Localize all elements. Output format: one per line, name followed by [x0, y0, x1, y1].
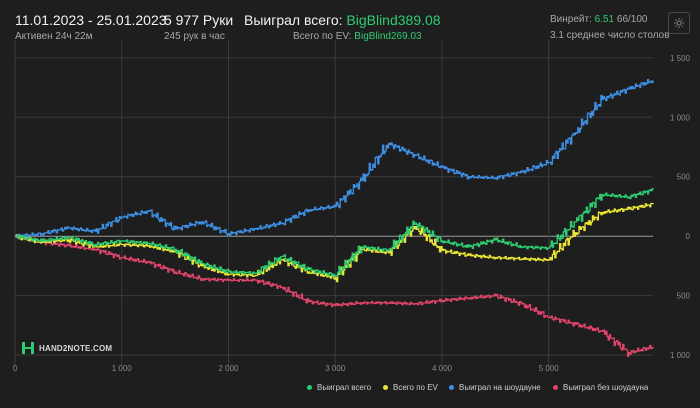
- ev-label: Всего по EV:: [293, 31, 352, 42]
- date-range: 11.01.2023 - 25.01.2023: [15, 12, 167, 28]
- winrate-count: 66/100: [616, 14, 648, 25]
- profit-chart: 1 500 1 000 500 0 500 1 000 0 1 000 2 000 3 000 4 …: [13, 40, 691, 373]
- x-tick-label: 5 000: [539, 364, 560, 373]
- hands-per-hour: 245 рук в час: [164, 31, 225, 42]
- legend-label: Всего по EV: [393, 383, 438, 392]
- legend-item-won-total[interactable]: Выиграл всего: [307, 383, 371, 392]
- legend-label: Выиграл на шоудауне: [459, 383, 541, 392]
- legend-label: Выиграл без шоудауна: [563, 383, 649, 392]
- hand2note-logo: HAND2NOTE.COM: [21, 341, 112, 355]
- legend-dot-red: [553, 385, 558, 390]
- series-line-2: [15, 79, 654, 238]
- hands-count: 5 977 Руки: [164, 12, 234, 28]
- y-tick-label: 1 000: [670, 113, 691, 122]
- y-tick-label: 1 000: [670, 351, 691, 360]
- x-tick-label: 0: [13, 364, 18, 373]
- logo-text: HAND2NOTE.COM: [39, 343, 113, 353]
- x-tick-label: 2 000: [218, 364, 239, 373]
- ev-value: BigBlind269.03: [354, 31, 422, 42]
- active-time: Активен 24ч 22м: [15, 31, 93, 42]
- y-tick-label: 0: [686, 232, 691, 241]
- x-tick-label: 1 000: [112, 364, 133, 373]
- avg-tables: 3.1 среднее число столов: [550, 30, 670, 41]
- ev-total: Всего по EV: BigBlind269.03: [293, 31, 422, 42]
- y-tick-label: 500: [677, 292, 691, 301]
- chart-legend: Выиграл всего Всего по EV Выиграл на шоу…: [0, 383, 700, 399]
- winrate-value: 6.51: [594, 14, 615, 25]
- x-tick-label: 4 000: [432, 364, 453, 373]
- gear-icon: [674, 18, 684, 28]
- series-line-3: [15, 234, 654, 357]
- y-tick-label: 500: [677, 173, 691, 182]
- logo-icon: [21, 341, 35, 355]
- legend-item-non-showdown[interactable]: Выиграл без шоудауна: [553, 383, 648, 392]
- legend-item-ev[interactable]: Всего по EV: [383, 383, 438, 392]
- legend-label: Выиграл всего: [317, 383, 372, 392]
- grid: [14, 40, 653, 367]
- series-lines: [15, 79, 654, 357]
- axis-ticks: 1 500 1 000 500 0 500 1 000 0 1 000 2 000 3 000 4 …: [13, 54, 691, 373]
- x-tick-label: 3 000: [325, 364, 346, 373]
- won-total-value: BigBlind389.08: [346, 12, 441, 28]
- settings-button[interactable]: [668, 12, 690, 34]
- won-total: Выиграл всего: BigBlind389.08: [244, 12, 441, 28]
- legend-dot-yellow: [383, 385, 388, 390]
- winrate-label: Винрейт:: [550, 14, 592, 25]
- legend-dot-blue: [449, 385, 454, 390]
- legend-item-showdown[interactable]: Выиграл на шоудауне: [449, 383, 541, 392]
- legend-dot-green: [307, 385, 312, 390]
- won-total-label: Выиграл всего:: [244, 12, 343, 28]
- series-line-1: [15, 202, 654, 283]
- series-line-0: [15, 188, 654, 278]
- winrate: Винрейт: 6.51 66/100: [550, 14, 647, 25]
- y-tick-label: 1 500: [670, 54, 691, 63]
- stats-header: 11.01.2023 - 25.01.2023 Активен 24ч 22м …: [0, 0, 700, 50]
